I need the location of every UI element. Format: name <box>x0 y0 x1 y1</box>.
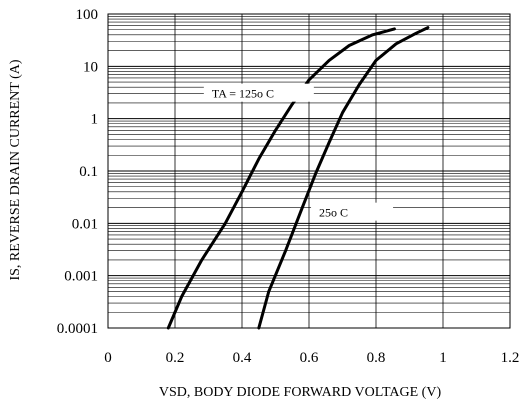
y-tick-label: 1 <box>91 112 99 128</box>
x-tick-label: 0.4 <box>233 350 252 366</box>
y-tick-label: 0.0001 <box>57 321 98 337</box>
y-tick-label: 0.01 <box>72 216 98 232</box>
y-axis-label: IS, REVERSE DRAIN CURRENT (A) <box>8 59 23 280</box>
y-tick-label: 100 <box>76 7 99 23</box>
x-tick-label: 0.2 <box>166 350 185 366</box>
annotation-label: TA = 125o C <box>212 87 274 101</box>
grid-lines <box>108 14 510 328</box>
y-tick-label: 10 <box>83 59 98 75</box>
annotation-label: 25o C <box>319 206 348 220</box>
plot-area <box>107 13 511 329</box>
annotation-layer: TA = 125o C 25o C <box>203 83 394 221</box>
series-line-ta-125c <box>166 27 396 330</box>
x-tick-label: 0 <box>104 350 112 366</box>
annotation-bg <box>203 83 314 102</box>
annotation-bg <box>311 202 394 221</box>
x-tick-labels: 0 0.2 0.4 0.6 0.8 1 1.2 <box>104 350 519 366</box>
x-tick-label: 0.8 <box>367 350 386 366</box>
x-tick-label: 1.2 <box>501 350 520 366</box>
x-tick-label: 0.6 <box>300 350 319 366</box>
y-tick-label: 0.1 <box>79 164 98 180</box>
x-tick-label: 1 <box>439 350 447 366</box>
series-line-ta-25c <box>257 26 430 330</box>
y-tick-labels: 0.0001 0.001 0.01 0.1 1 10 100 <box>57 7 98 337</box>
series-layer <box>166 26 430 330</box>
y-tick-label: 0.001 <box>64 269 98 285</box>
x-axis-label: VSD, BODY DIODE FORWARD VOLTAGE (V) <box>159 385 442 400</box>
